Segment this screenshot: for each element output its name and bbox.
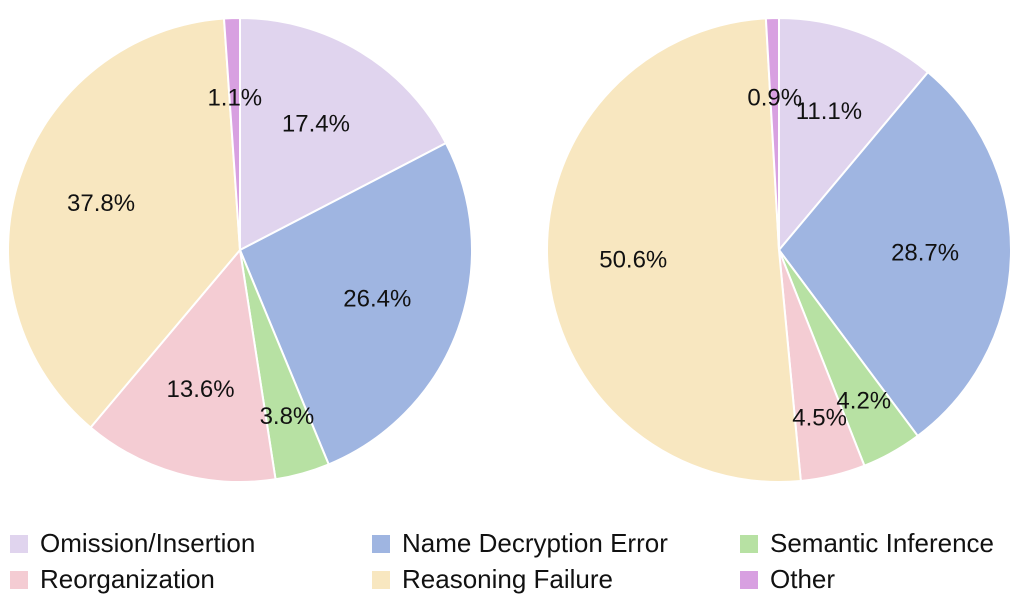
pie-slice — [764, 16, 780, 251]
legend-swatch — [10, 571, 28, 589]
pie-slice — [778, 16, 930, 253]
slice-label: 1.1% — [207, 85, 262, 112]
pie-slice — [238, 141, 473, 466]
legend-label: Reorganization — [40, 564, 215, 594]
slice-label: 4.2% — [836, 387, 891, 414]
slice-label: 26.4% — [343, 285, 411, 312]
pie-slice — [239, 16, 448, 252]
slice-label: 50.6% — [599, 246, 667, 273]
legend-label: Omission/Insertion — [40, 528, 255, 558]
legend-swatch — [740, 571, 758, 589]
slice-label: 13.6% — [167, 376, 235, 403]
legend-swatch — [740, 535, 758, 553]
legend-swatch — [10, 535, 28, 553]
slice-label: 11.1% — [796, 98, 862, 125]
slice-label: 4.5% — [792, 405, 847, 432]
pie-slice — [222, 16, 241, 251]
legend-label: Reasoning Failure — [402, 564, 613, 594]
legend-label: Name Decryption Error — [402, 528, 668, 558]
pie-slice — [7, 17, 242, 429]
pie-slice — [89, 247, 277, 483]
legend-swatch — [372, 535, 390, 553]
legend-label: Other — [770, 564, 835, 594]
legend-label: Semantic Inference — [770, 528, 994, 558]
slice-label: 28.7% — [891, 239, 959, 266]
slice-label: 0.9% — [747, 85, 802, 112]
legend-swatch — [372, 571, 390, 589]
pie-slice — [545, 17, 802, 483]
slice-label: 37.8% — [67, 190, 135, 217]
slice-label: 17.4% — [282, 110, 350, 137]
pie-slice — [777, 70, 1013, 438]
slice-label: 3.8% — [260, 403, 315, 430]
